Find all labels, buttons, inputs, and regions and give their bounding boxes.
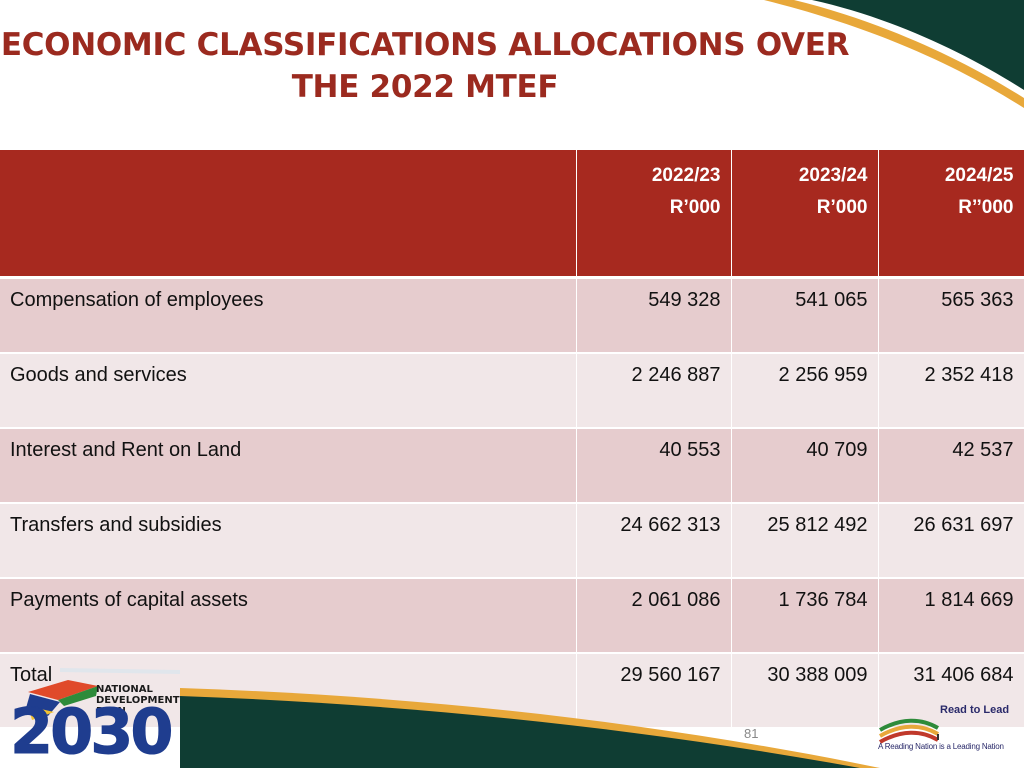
cell-value: 2 061 086: [576, 578, 732, 654]
ndp-flag-icon: [26, 680, 98, 720]
cell-value: 541 065: [731, 277, 879, 354]
corner-decoration: [764, 0, 1024, 108]
table-row: Goods and services 2 246 887 2 256 959 2…: [0, 353, 1024, 429]
table-row: Transfers and subsidies 24 662 313 25 81…: [0, 503, 1024, 579]
cell-value: 565 363: [878, 277, 1024, 354]
table-header-row: 2022/23 R’000 2023/24 R’000 2024/25 R’’0…: [0, 150, 1024, 279]
cell-value: 2 256 959: [731, 353, 879, 429]
cell-value: 26 631 697: [878, 503, 1024, 579]
ndp-year-logo: 2030: [10, 695, 175, 768]
cell-value: 31 406 684: [878, 653, 1024, 729]
page-title: ECONOMIC CLASSIFICATIONS ALLOCATIONS OVE…: [0, 24, 850, 108]
ndp-logo-text: NATIONAL DEVELOPMENT PLAN: [96, 684, 180, 717]
cell-value: 30 388 009: [731, 653, 879, 729]
table-row: Payments of capital assets 2 061 086 1 7…: [0, 578, 1024, 654]
header-2024-25: 2024/25 R’’000: [878, 150, 1024, 279]
cell-value: 29 560 167: [576, 653, 732, 729]
table-row: Interest and Rent on Land 40 553 40 709 …: [0, 428, 1024, 504]
book-icon: [879, 718, 940, 744]
header-2023-24: 2023/24 R’000: [731, 150, 879, 279]
header-year: 2024/25: [944, 165, 1014, 186]
ndp-line: DEVELOPMENT: [96, 695, 180, 706]
page-number: 81: [744, 726, 759, 741]
read-to-lead-title: Read to Lead: [940, 704, 1010, 716]
title-line-1: ECONOMIC CLASSIFICATIONS ALLOCATIONS OVE…: [0, 27, 850, 63]
ndp-line: NATIONAL: [96, 684, 153, 695]
economic-classification-table: 2022/23 R’000 2023/24 R’000 2024/25 R’’0…: [0, 150, 1024, 729]
row-label: Interest and Rent on Land: [0, 428, 577, 504]
cell-value: 40 553: [576, 428, 732, 504]
ndp-line: PLAN: [96, 706, 126, 717]
header-year: 2023/24: [798, 165, 868, 186]
header-unit: R’’000: [958, 197, 1014, 218]
title-line-2: THE 2022 MTEF: [291, 69, 559, 105]
read-to-lead-tagline: A Reading Nation is a Leading Nation: [878, 742, 1004, 751]
cell-value: 549 328: [576, 277, 732, 354]
row-label: Payments of capital assets: [0, 578, 577, 654]
cell-value: 24 662 313: [576, 503, 732, 579]
header-2022-23: 2022/23 R’000: [576, 150, 732, 279]
table-row: Compensation of employees 549 328 541 06…: [0, 277, 1024, 354]
cell-value: 1 736 784: [731, 578, 879, 654]
header-year: 2022/23: [651, 165, 721, 186]
cell-value: 40 709: [731, 428, 879, 504]
header-unit: R’000: [816, 197, 868, 218]
row-label: Transfers and subsidies: [0, 503, 577, 579]
row-label: Compensation of employees: [0, 277, 577, 354]
footer-swoosh-decoration: [60, 668, 880, 768]
header-unit: R’000: [669, 197, 721, 218]
cell-value: 42 537: [878, 428, 1024, 504]
cell-value: 2 246 887: [576, 353, 732, 429]
cell-value: 25 812 492: [731, 503, 879, 579]
cell-value: 2 352 418: [878, 353, 1024, 429]
header-blank: [0, 150, 577, 279]
cell-value: 1 814 669: [878, 578, 1024, 654]
row-label: Goods and services: [0, 353, 577, 429]
